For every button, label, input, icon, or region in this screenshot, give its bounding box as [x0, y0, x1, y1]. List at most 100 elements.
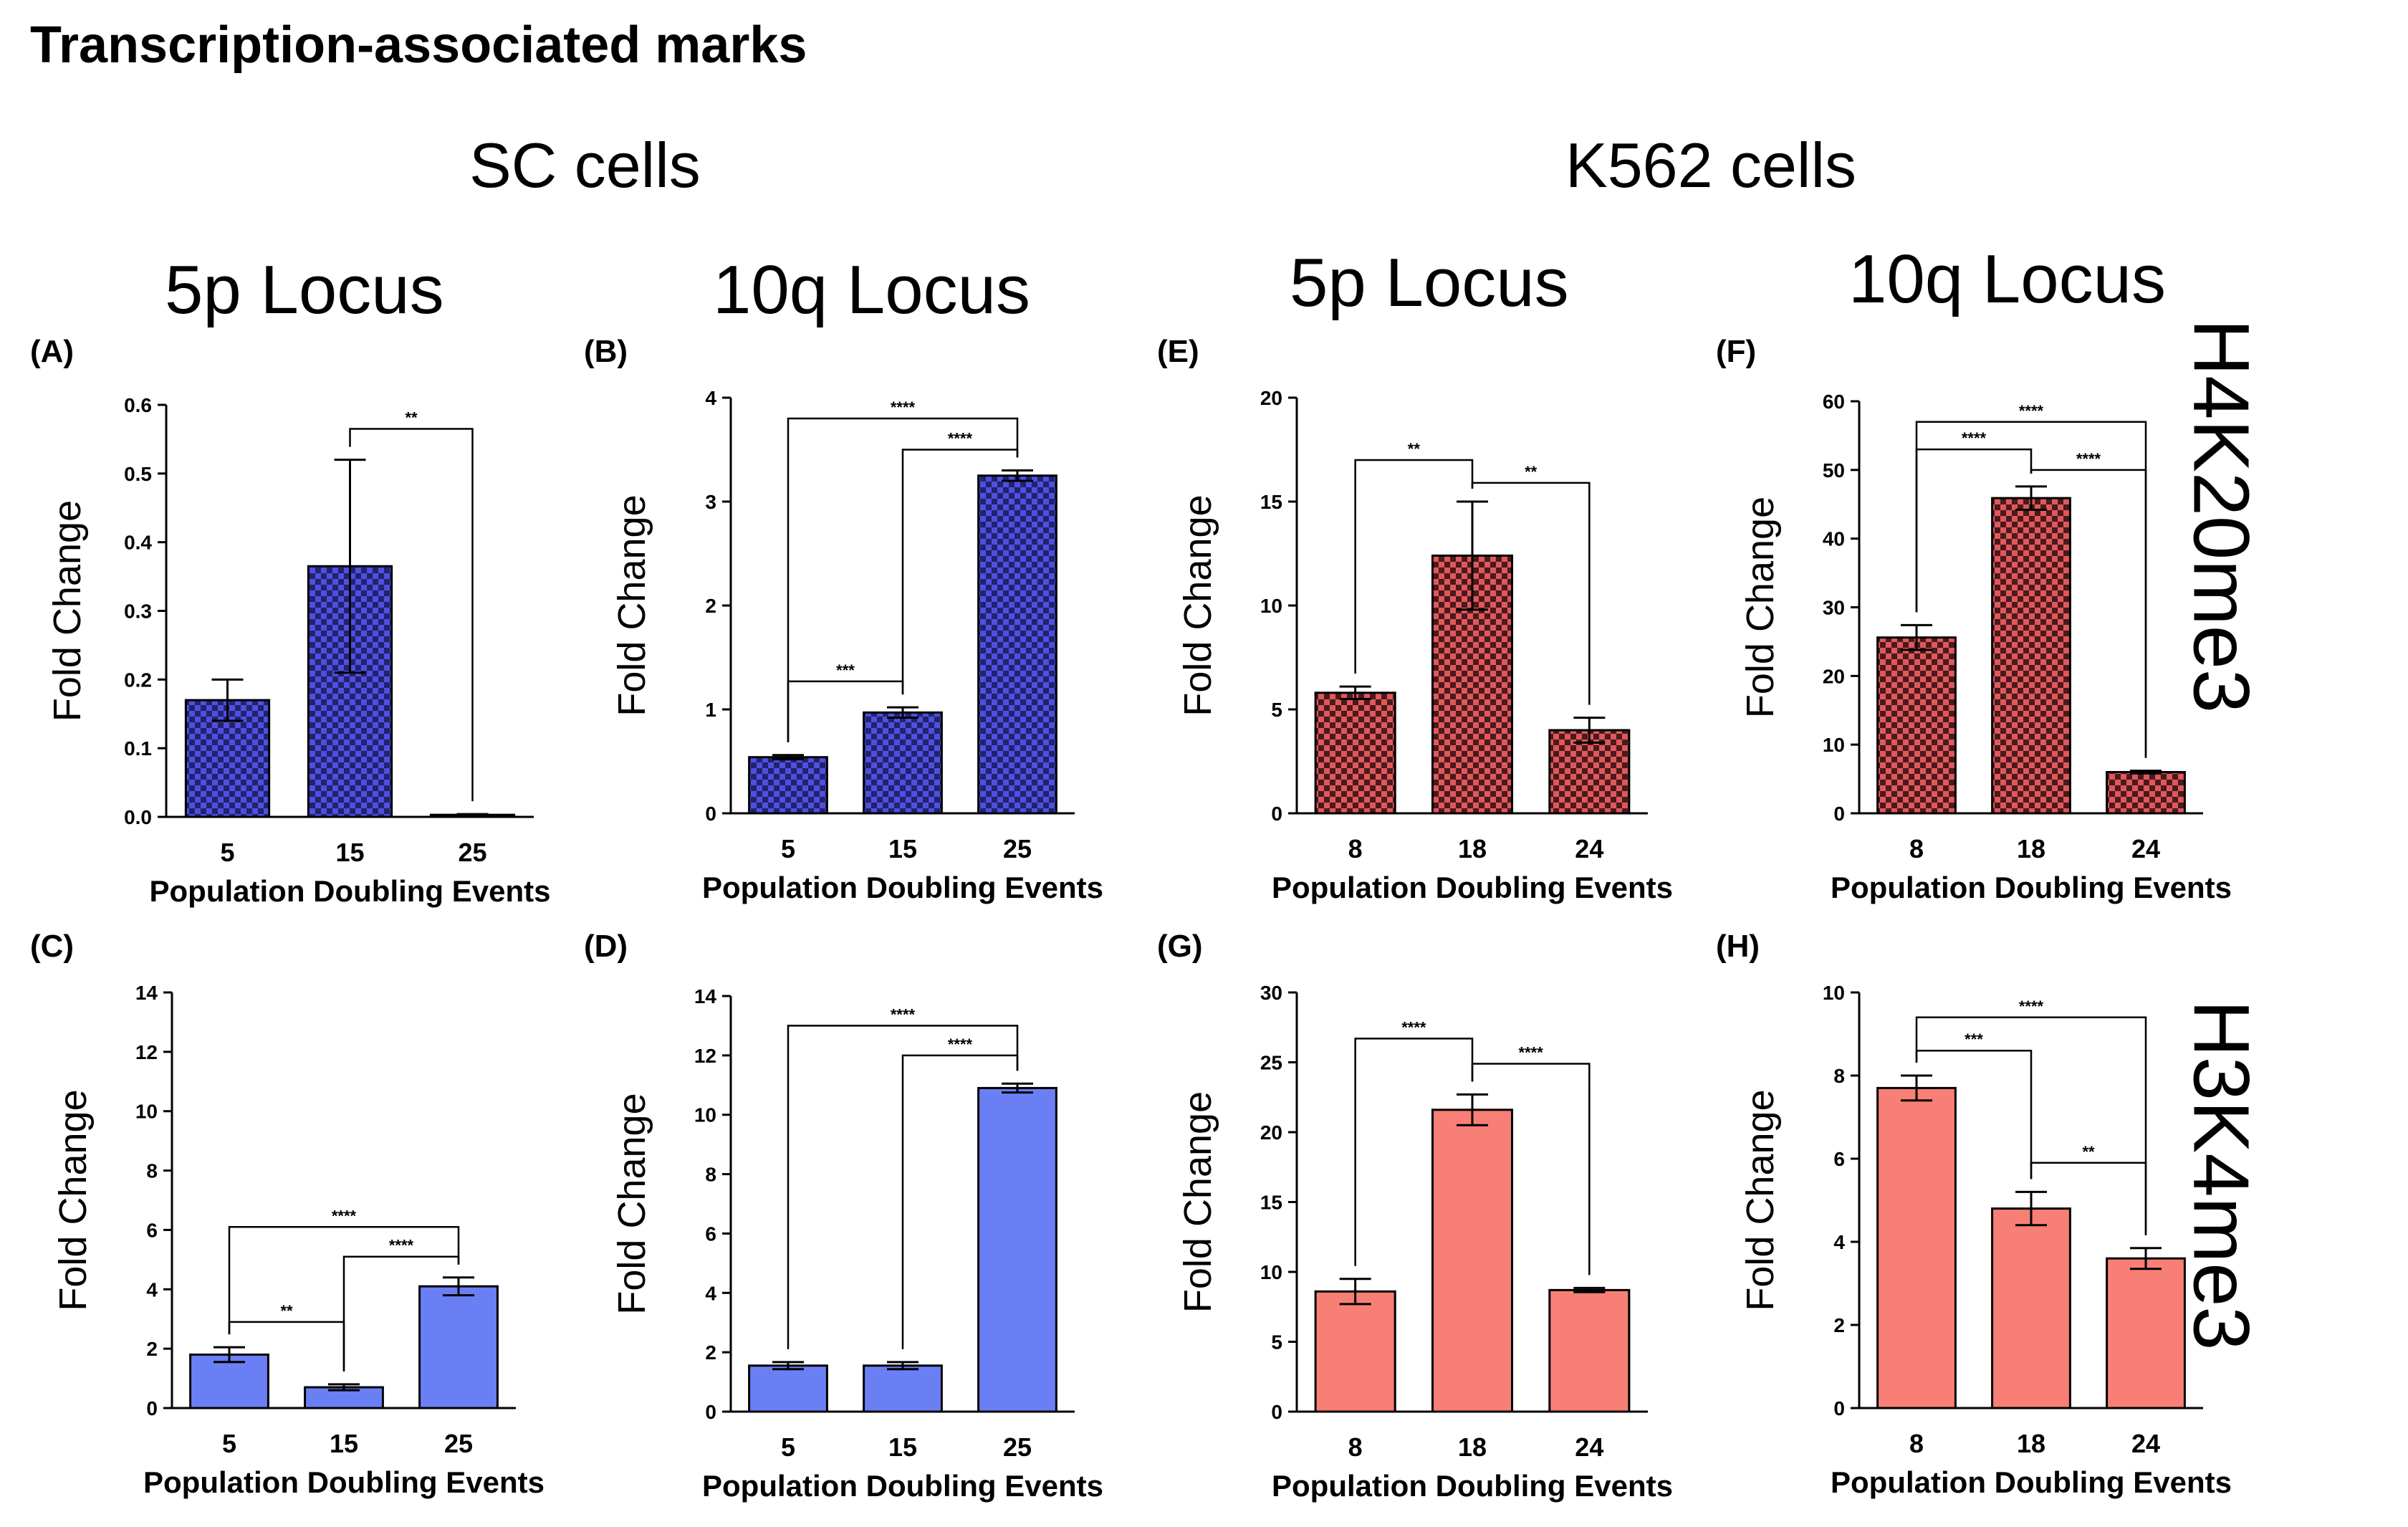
y-tick-label: 2 [146, 1338, 158, 1360]
bar [863, 1364, 943, 1413]
x-tick-label: 8 [1909, 1429, 1924, 1458]
y-tick-label: 8 [146, 1160, 158, 1182]
y-axis-label: Fold Change [52, 1089, 95, 1311]
y-tick-label: 0.5 [124, 463, 152, 485]
x-tick-label: 8 [1348, 834, 1363, 863]
significance-label: **** [2019, 402, 2044, 420]
y-tick-label: 15 [1260, 1192, 1282, 1214]
panel-label: (F) [1716, 334, 1756, 369]
significance-label: **** [948, 1035, 973, 1053]
y-tick-label: 0.6 [124, 394, 152, 416]
x-tick-label: 15 [888, 834, 917, 863]
y-tick-label: 3 [705, 491, 716, 513]
y-tick-label: 0 [705, 803, 716, 825]
y-tick-label: 2 [1833, 1314, 1845, 1336]
significance-bracket [1354, 459, 1474, 674]
group-title-k562: K562 cells [1565, 130, 1857, 201]
significance-bracket [1471, 482, 1591, 705]
x-tick-label: 5 [220, 838, 234, 867]
significance-label: **** [1962, 429, 1987, 447]
significance-bracket [787, 417, 1019, 742]
group-title-sc: SC cells [469, 130, 701, 201]
x-axis-label: Population Doubling Events [702, 1469, 1103, 1503]
y-tick-label: 1 [705, 699, 716, 721]
bar [189, 1353, 269, 1409]
y-axis-label: Fold Change [610, 1093, 653, 1314]
y-tick-label: 8 [1833, 1065, 1845, 1087]
significance-label: ** [2082, 1143, 2095, 1161]
panel-label: (D) [584, 929, 628, 964]
bar [1431, 1109, 1514, 1413]
significance-label: **** [1401, 1018, 1426, 1036]
y-tick-label: 0.2 [124, 669, 152, 691]
x-tick-label: 15 [330, 1429, 358, 1458]
chart-panel-a: (A) 0.0 0.1 0.2 0.3 0.4 0.5 0.6 5 15 25 ** Populatio… [30, 334, 551, 908]
y-tick-label: 0.3 [124, 600, 152, 623]
x-axis-label: Population Doubling Events [702, 871, 1103, 904]
y-tick-label: 4 [705, 1282, 716, 1304]
panel-label: (G) [1157, 929, 1203, 964]
significance-bracket [228, 1226, 460, 1335]
y-tick-label: 10 [1260, 1261, 1282, 1283]
significance-label: ** [1525, 463, 1538, 481]
y-tick-label: 30 [1260, 982, 1282, 1004]
bar [1991, 1207, 2071, 1409]
x-tick-label: 25 [458, 838, 486, 867]
x-axis-label: Population Doubling Events [150, 874, 551, 908]
x-tick-label: 25 [1003, 834, 1032, 863]
y-tick-label: 10 [1823, 982, 1845, 1004]
y-tick-label: 30 [1823, 597, 1845, 619]
y-tick-label: 8 [705, 1164, 716, 1186]
bar [304, 1386, 384, 1409]
chart-panel-f: (F) 0 10 20 30 40 50 60 8 18 24 **** **** **** Populat… [1716, 334, 2232, 904]
y-tick-label: 0 [1833, 803, 1845, 825]
bar [1548, 1288, 1631, 1413]
y-tick-label: 0.0 [124, 806, 152, 828]
significance-bracket [1471, 1063, 1591, 1275]
y-tick-label: 0.4 [124, 532, 152, 554]
bar [863, 711, 943, 815]
y-tick-label: 0 [705, 1401, 716, 1423]
y-tick-label: 15 [1260, 491, 1282, 513]
x-axis-label: Population Doubling Events [143, 1465, 545, 1499]
x-tick-label: 24 [2131, 834, 2160, 863]
y-tick-label: 50 [1823, 459, 1845, 482]
locus-title-k562-5p: 5p Locus [1290, 244, 1569, 321]
x-tick-label: 5 [222, 1429, 236, 1458]
significance-bracket [1354, 1038, 1474, 1266]
x-tick-label: 18 [1458, 1432, 1487, 1462]
bar [1548, 729, 1631, 815]
panel-label: (H) [1716, 929, 1760, 964]
significance-bracket [1915, 421, 2147, 758]
bar [2106, 1257, 2186, 1409]
x-tick-label: 15 [335, 838, 364, 867]
y-tick-label: 60 [1823, 391, 1845, 413]
significance-label: **** [891, 398, 916, 416]
y-tick-label: 14 [694, 985, 717, 1007]
y-tick-label: 10 [694, 1104, 716, 1126]
y-tick-label: 14 [135, 982, 158, 1004]
x-tick-label: 5 [781, 1432, 795, 1462]
chart-panel-d: (D) 0 2 4 6 8 10 12 14 5 15 25 **** **** Population Do… [584, 929, 1103, 1503]
x-tick-label: 8 [1348, 1432, 1363, 1462]
chart-panel-g: (G) 0 5 10 15 20 25 30 8 18 24 **** **** Population D… [1157, 929, 1673, 1503]
bar [418, 1285, 499, 1409]
significance-label: **** [2019, 997, 2044, 1015]
y-axis-label: Fold Change [1176, 494, 1219, 716]
panel-label: (A) [30, 334, 74, 369]
x-tick-label: 8 [1909, 834, 1924, 863]
x-axis-label: Population Doubling Events [1272, 871, 1673, 904]
significance-label: ** [405, 409, 418, 427]
y-axis-label: Fold Change [46, 500, 89, 722]
x-tick-label: 15 [888, 1432, 917, 1462]
x-tick-label: 25 [444, 1429, 473, 1458]
panel-label: (B) [584, 334, 628, 369]
significance-label: **** [332, 1207, 357, 1225]
y-tick-label: 4 [705, 387, 716, 409]
figure-title: Transcription-associated marks [30, 16, 807, 74]
y-tick-label: 20 [1260, 387, 1282, 409]
y-tick-label: 12 [694, 1045, 716, 1067]
